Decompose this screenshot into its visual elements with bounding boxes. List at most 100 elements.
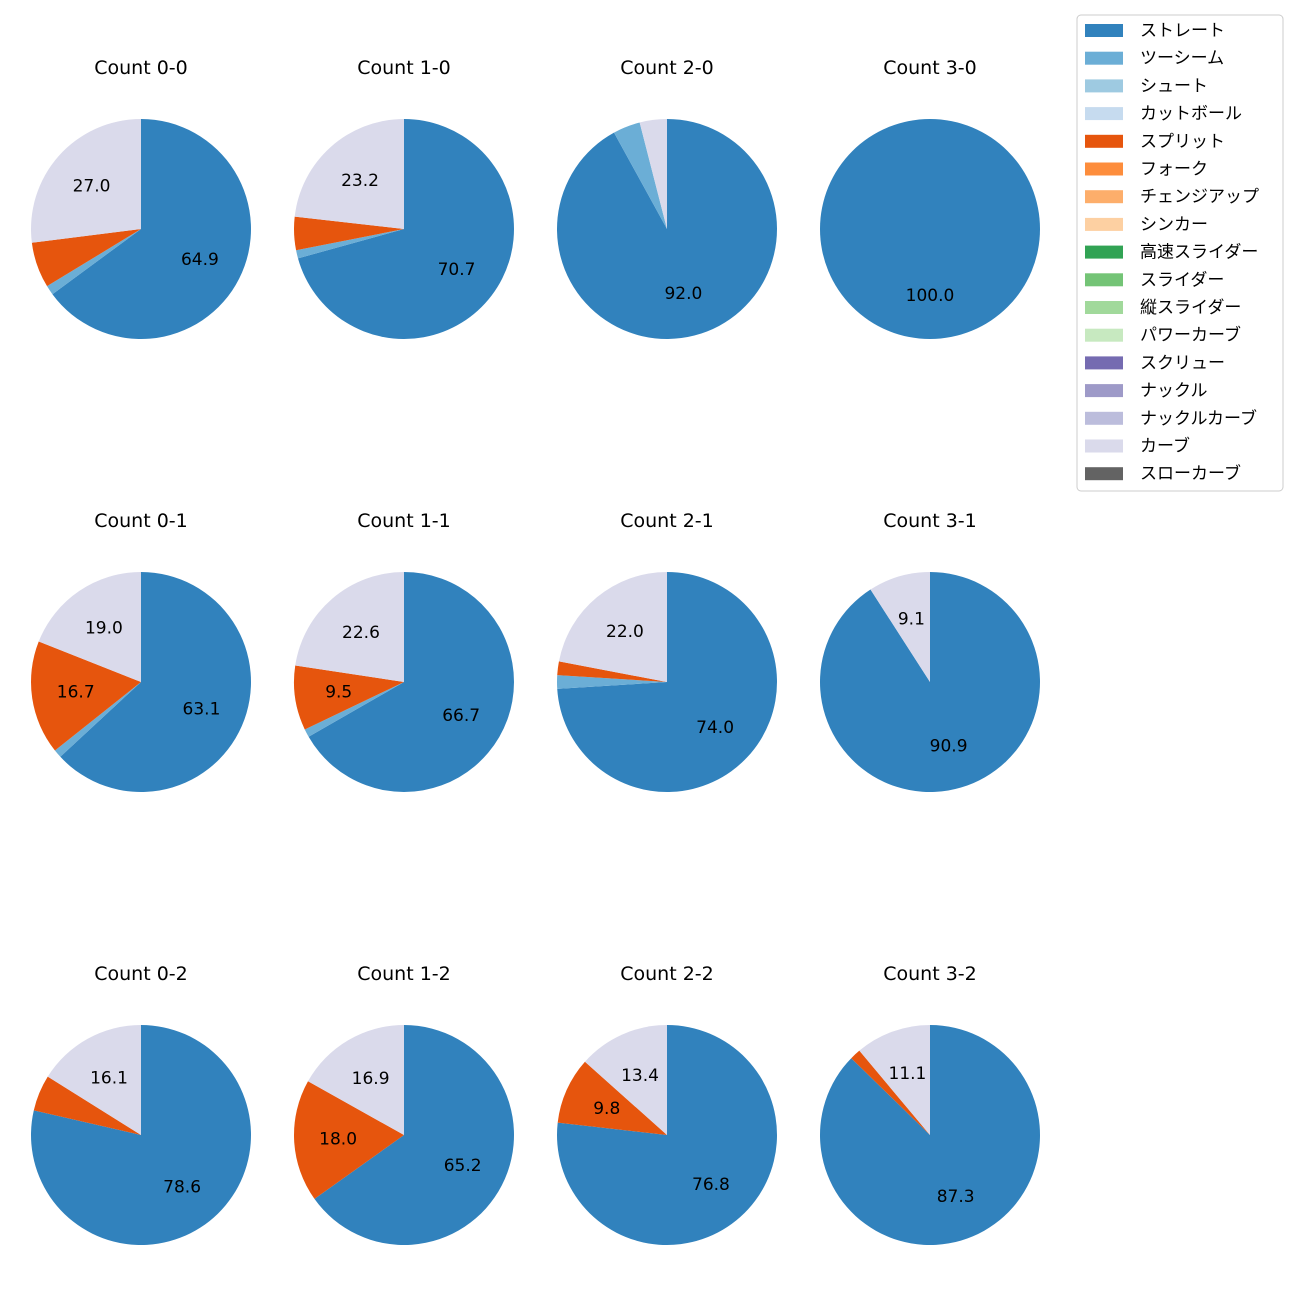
pie-slice: [38, 572, 141, 682]
legend-label: シュート: [1140, 76, 1208, 96]
pie-slice: [639, 119, 667, 229]
legend: ストレートツーシームシュートカットボールスプリットフォークチェンジアップシンカー…: [1076, 14, 1284, 492]
pie-title: Count 2-1: [620, 510, 714, 532]
slice-label: 13.4: [621, 1066, 659, 1086]
pie: Count 2-0 92.0: [557, 57, 778, 339]
legend-label: 縦スライダー: [1140, 298, 1241, 318]
pie-slice: [851, 1050, 930, 1135]
pie-title: Count 3-0: [883, 57, 977, 79]
legend-swatch: [1085, 411, 1123, 425]
pie-slice: [33, 1076, 141, 1135]
slice-label: 65.2: [444, 1156, 482, 1176]
legend-label: 高速スライダー: [1140, 243, 1258, 263]
legend-label: ナックルカーブ: [1140, 408, 1257, 429]
pie-title: Count 2-2: [620, 963, 714, 985]
legend-swatch: [1085, 328, 1123, 342]
pie-slice: [296, 229, 404, 259]
legend-swatch: [1085, 439, 1123, 453]
pie-slice: [52, 119, 251, 339]
legend-swatch: [1085, 356, 1123, 370]
pie: Count 1-1 66.7 9.5 22.6: [294, 510, 514, 792]
pie-slice: [859, 1025, 930, 1135]
pie-title: Count 2-0: [620, 57, 714, 79]
pie-title: Count 0-2: [94, 963, 188, 985]
slice-label: 22.6: [342, 623, 380, 643]
legend-label: シンカー: [1140, 215, 1208, 235]
pie-slice: [558, 572, 667, 682]
pie: Count 0-0 64.9 27.0: [30, 57, 251, 339]
slice-label: 22.0: [606, 622, 644, 642]
slice-label: 74.0: [696, 718, 734, 738]
legend-swatch: [1085, 162, 1123, 176]
legend-label: パワーカーブ: [1140, 325, 1241, 346]
legend-label: カーブ: [1140, 436, 1190, 457]
legend-label: ストレート: [1140, 21, 1225, 41]
pie-slice: [30, 119, 141, 243]
slice-label: 87.3: [937, 1187, 975, 1207]
slice-label: 23.2: [341, 171, 379, 191]
pie-slice: [294, 216, 404, 251]
slice-label: 76.8: [692, 1175, 730, 1195]
legend-swatch: [1085, 134, 1123, 148]
legend-label: カットボール: [1140, 104, 1242, 124]
pie-slice: [314, 1025, 514, 1245]
legend-swatch: [1085, 384, 1123, 398]
pie: Count 2-1 74.0 22.0: [557, 510, 777, 792]
slice-label: 16.1: [90, 1068, 128, 1088]
pie-slice: [557, 1061, 667, 1135]
pie-title: Count 1-2: [357, 963, 451, 985]
legend-swatch: [1085, 245, 1123, 259]
slice-label: 90.9: [930, 736, 968, 756]
pie-slice: [614, 122, 667, 229]
pie-slice: [584, 1025, 667, 1135]
slice-label: 11.1: [889, 1064, 927, 1084]
pie-slice: [870, 572, 930, 682]
legend-label: スクリュー: [1140, 353, 1225, 373]
pie: Count 3-1 90.9 9.1: [820, 510, 1040, 793]
pie-slice: [47, 229, 142, 295]
pie: Count 0-2 78.6 16.1: [30, 963, 251, 1246]
slice-label: 9.8: [593, 1099, 620, 1119]
slice-label: 63.1: [183, 699, 221, 719]
pie-slice: [304, 682, 404, 737]
pie: Count 0-1 63.1 16.7 19.0: [30, 510, 252, 792]
pie-slice: [60, 572, 252, 792]
pie: Count 3-0 100.0: [820, 57, 1040, 339]
legend-swatch: [1085, 51, 1123, 65]
slice-label: 92.0: [664, 284, 702, 304]
pie-slice: [294, 119, 404, 229]
pie-title: Count 3-2: [883, 963, 977, 985]
legend-label: スライダー: [1140, 270, 1224, 290]
pie-slice: [557, 675, 667, 689]
slice-label: 78.6: [163, 1178, 201, 1198]
legend-label: チェンジアップ: [1140, 187, 1259, 207]
slice-label: 66.7: [442, 706, 480, 726]
pie-slice: [30, 1025, 251, 1246]
legend-swatch: [1085, 217, 1123, 231]
pie: Count 1-0 70.7 23.2: [294, 57, 514, 339]
legend-frame: [1076, 14, 1284, 492]
pie-slice: [31, 229, 141, 287]
pie-title: Count 1-0: [357, 57, 451, 79]
legend-swatch: [1085, 467, 1123, 481]
pie-title: Count 0-0: [94, 57, 188, 79]
legend-swatch: [1085, 24, 1123, 37]
slice-label: 18.0: [319, 1130, 357, 1150]
slice-label: 16.9: [352, 1069, 390, 1089]
pie-title: Count 0-1: [94, 510, 188, 532]
pie-title: Count 3-1: [883, 510, 977, 532]
slice-label: 64.9: [181, 250, 219, 270]
pie-slice: [294, 665, 404, 730]
pie-slice: [557, 661, 667, 682]
legend-swatch: [1085, 301, 1123, 314]
legend-swatch: [1085, 190, 1123, 204]
slice-label: 70.7: [438, 260, 476, 280]
pie-slice: [47, 1025, 141, 1135]
legend-swatch: [1085, 107, 1123, 121]
pie: Count 3-2 87.3 11.1: [820, 963, 1040, 1245]
slice-label: 9.1: [898, 610, 925, 630]
legend-label: ナックル: [1140, 381, 1208, 401]
legend-swatch: [1085, 273, 1123, 287]
pie: Count 2-2 76.8 9.813.4: [557, 963, 777, 1246]
